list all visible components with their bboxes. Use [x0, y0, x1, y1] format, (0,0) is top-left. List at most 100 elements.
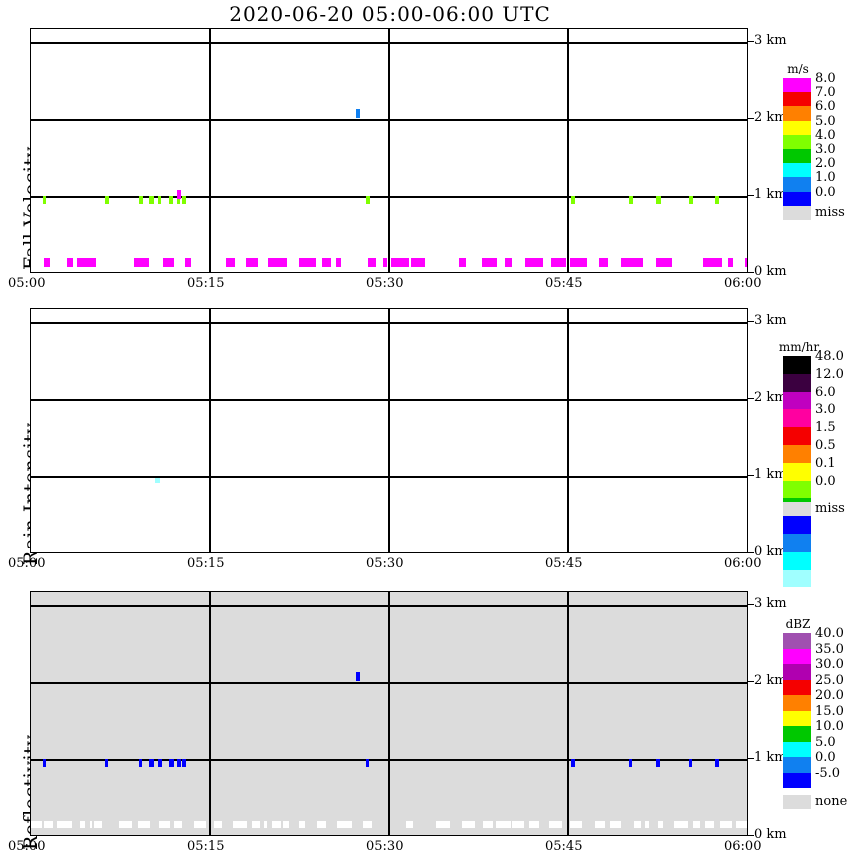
data-pixel-low-layer — [31, 820, 42, 828]
data-pixel-low-layer — [225, 257, 235, 267]
colorbar-units-reflectivity: dBZ — [785, 617, 811, 631]
colorbar-swatch — [783, 664, 811, 680]
gridline-0545 — [567, 309, 569, 552]
gridline-0515 — [209, 309, 211, 552]
xtick-label-0545: 05:45 — [545, 556, 583, 571]
ytick-label-2km: 2 km — [754, 390, 787, 405]
data-layer-reflectivity — [31, 592, 747, 835]
figure-title: 2020-06-20 05:00-06:00 UTC — [229, 2, 551, 26]
colorbar-swatch — [783, 679, 811, 695]
ytick-mark-0km — [748, 271, 754, 273]
data-pixel-1km — [149, 759, 155, 768]
data-pixel-low-layer — [704, 820, 715, 828]
data-pixel-1km — [181, 196, 186, 205]
data-pixel-low-layer — [720, 820, 733, 828]
plot-area-rain-intensity — [30, 308, 748, 553]
colorbar-tick-label: 0.0 — [815, 750, 836, 765]
xtick-label-0500: 05:00 — [8, 556, 46, 571]
ytick-mark-3km — [748, 40, 754, 42]
colorbar-swatch — [783, 163, 811, 178]
colorbar-rain-intensity: mm/hr 48.0 12.0 6.0 3.0 1.5 0.5 0.1 0.0 miss — [779, 340, 850, 588]
ytick-label-2km: 2 km — [754, 673, 787, 688]
data-pixel-low-layer — [410, 257, 426, 267]
colorbar-tick-label: 0.0 — [815, 184, 836, 200]
colorbar-missing-swatch-reflectivity — [783, 795, 811, 809]
data-pixel-low-layer — [383, 257, 387, 267]
colorbar-swatch — [783, 92, 811, 107]
data-pixel-low-layer — [702, 257, 722, 267]
data-pixel-low-layer — [173, 820, 183, 828]
data-pixel-1km — [655, 196, 661, 205]
data-pixel-1km — [149, 196, 155, 205]
ytick-label-3km: 3 km — [754, 33, 787, 48]
colorbar-swatch — [783, 757, 811, 773]
colorbar-tick-label: 2.0 — [815, 156, 836, 172]
data-pixel-low-layer — [119, 820, 133, 828]
data-pixel-low-layer — [658, 820, 664, 828]
data-pixel-low-layer — [569, 820, 583, 828]
data-pixel-low-layer — [66, 257, 73, 267]
colorbar-swatch — [783, 648, 811, 664]
colorbar-tick-label: 6.0 — [815, 99, 836, 115]
data-pixel-low-layer — [462, 820, 475, 828]
xtick-label-0600: 06:00 — [724, 556, 762, 571]
ytick-label-1km: 1 km — [754, 187, 787, 202]
colorbar-tick-label: 5.0 — [815, 734, 836, 750]
data-pixel-low-layer — [482, 820, 493, 828]
gridline-0530 — [388, 592, 390, 835]
data-pixel-1km — [629, 196, 634, 205]
colorbar-swatch — [783, 633, 811, 649]
xtick-label-0500: 05:00 — [8, 276, 46, 291]
data-pixel-1km — [168, 196, 173, 205]
xtick-label-0600: 06:00 — [724, 276, 762, 291]
data-pixel-1km — [42, 759, 46, 768]
ytick-label-3km: 3 km — [754, 596, 787, 611]
data-pixel-1km — [715, 759, 720, 768]
ytick-mark-3km — [748, 320, 754, 322]
ytick-mark-1km — [748, 194, 754, 196]
colorbar-units-fall-velocity: m/s — [787, 62, 809, 76]
data-pixel-low-layer — [548, 820, 562, 828]
xtick-label-0515: 05:15 — [187, 556, 225, 571]
colorbar-missing-label-fall-velocity: miss — [815, 205, 845, 220]
colorbar-swatch — [783, 710, 811, 726]
colorbar-tick-label: 8.0 — [815, 71, 836, 86]
data-pixel-low-layer — [363, 820, 373, 828]
data-pixel-1km — [570, 759, 575, 768]
colorbar-tick-label: 12.0 — [815, 366, 844, 382]
data-pixel-low-layer — [335, 257, 342, 267]
colorbar-tick-label: 1.5 — [815, 420, 836, 436]
ytick-label-3km: 3 km — [754, 313, 787, 328]
data-pixel-1km — [105, 196, 110, 205]
data-pixel-1km — [366, 759, 370, 768]
data-pixel-low-layer — [728, 257, 733, 267]
data-pixel-2km — [356, 671, 361, 681]
data-pixel-low-layer — [367, 257, 377, 267]
panel-fall-velocity: Fall Velocity 3 km 2 km 1 km 0 km 05:00 … — [0, 0, 850, 295]
data-pixel-low-layer — [735, 820, 747, 828]
colorbar-swatch — [783, 445, 811, 463]
colorbar-swatch — [783, 409, 811, 428]
colorbar-swatch — [783, 427, 811, 445]
data-pixel-1km-magenta — [176, 189, 181, 199]
data-pixel-low-layer — [267, 257, 288, 267]
data-pixel-low-layer — [94, 820, 102, 828]
colorbar-fall-velocity: m/s 8.0 7.0 6.0 5.0 4.0 3.0 2.0 1.0 0.0 miss — [783, 62, 850, 220]
data-pixel-1km — [655, 759, 660, 768]
colorbar-tick-label: 7.0 — [815, 85, 836, 101]
colorbar-tick-label: 0.0 — [815, 473, 836, 489]
data-pixel-low-layer — [158, 820, 171, 828]
colorbar-swatch — [783, 120, 811, 135]
xtick-label-0600: 06:00 — [724, 839, 762, 854]
ytick-mark-3km — [748, 603, 754, 605]
data-pixel-1km — [105, 759, 109, 768]
data-pixel-low-layer — [551, 257, 567, 267]
data-pixel-low-layer — [134, 257, 150, 267]
data-pixel-low-layer — [599, 257, 609, 267]
ytick-label-0km: 0 km — [754, 264, 787, 279]
colorbar-swatch — [783, 177, 811, 192]
data-pixel-low-layer — [80, 820, 85, 828]
data-pixel-low-layer — [298, 820, 305, 828]
data-pixel-low-layer — [655, 257, 672, 267]
